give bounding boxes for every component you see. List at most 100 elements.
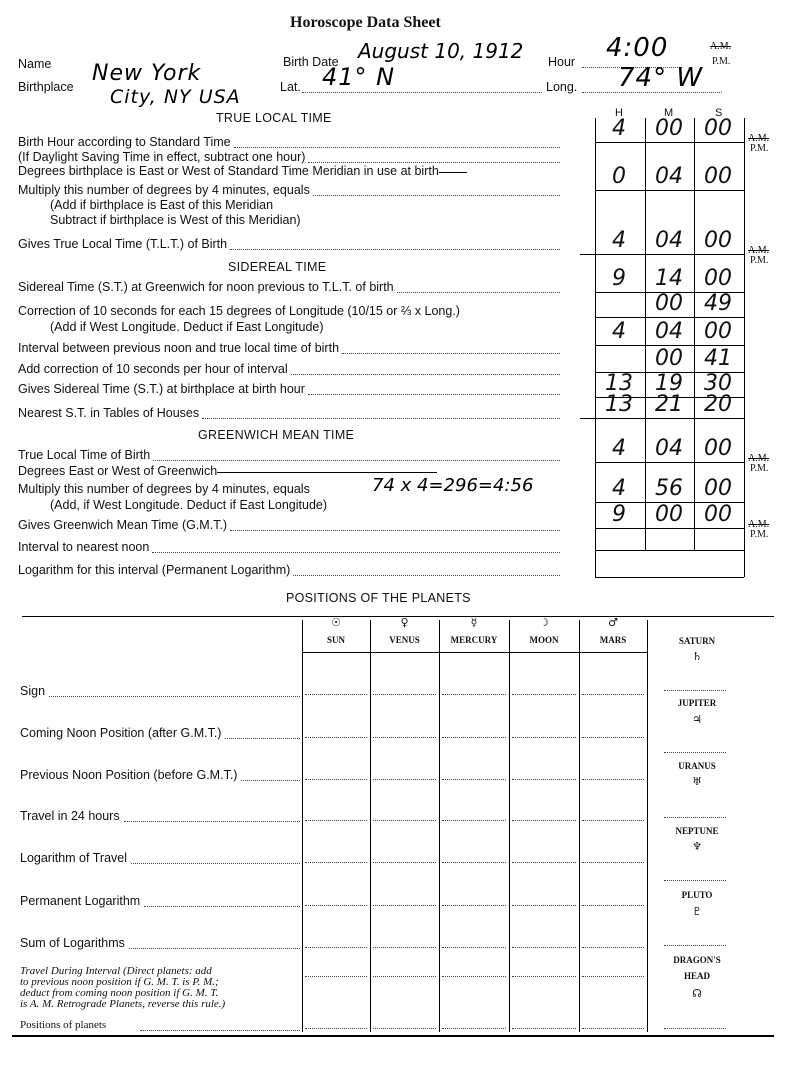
grid-cell-s[interactable]: 00 [704, 228, 732, 253]
grid-cell-m[interactable]: 04 [655, 228, 683, 253]
grid-cell-s[interactable]: 00 [704, 266, 732, 291]
planet-cell-entry[interactable] [305, 976, 367, 977]
grid-row-line [595, 502, 744, 503]
planet-cell-entry[interactable] [305, 779, 367, 780]
planet-cell-entry[interactable] [442, 862, 506, 863]
grid-cell-m[interactable]: 04 [655, 436, 683, 461]
grid-cell-h[interactable]: 4 [612, 436, 626, 461]
planet-cell-entry[interactable] [305, 905, 367, 906]
side-planet-entry[interactable] [664, 752, 726, 753]
grid-cell-s[interactable]: 00 [704, 502, 732, 527]
grid-cell-h[interactable]: 9 [612, 502, 626, 527]
planet-cell-entry[interactable] [442, 1028, 506, 1029]
planet-cell-entry[interactable] [373, 976, 436, 977]
planet-cell-entry[interactable] [582, 976, 644, 977]
grid-cell-s[interactable]: 00 [704, 319, 732, 344]
calc-line-label: Correction of 10 seconds for each 15 deg… [18, 304, 460, 318]
grid-cell-m[interactable]: 00 [655, 502, 683, 527]
planet-cell-entry[interactable] [305, 862, 367, 863]
grid-cell-m[interactable]: 14 [655, 266, 683, 291]
planet-cell-entry[interactable] [442, 779, 506, 780]
grid-cell-s[interactable]: 00 [704, 476, 732, 501]
grid-cell-m[interactable]: 19 [655, 371, 683, 396]
grid-cell-h[interactable]: 4 [612, 476, 626, 501]
planet-cell-entry[interactable] [582, 694, 644, 695]
planet-cell-entry[interactable] [305, 820, 367, 821]
grid-cell-m[interactable]: 04 [655, 319, 683, 344]
planet-cell-entry[interactable] [305, 1028, 367, 1029]
planet-cell-entry[interactable] [512, 947, 576, 948]
side-planet-entry[interactable] [664, 880, 726, 881]
side-planet-entry[interactable] [664, 817, 726, 818]
planet-cell-entry[interactable] [512, 905, 576, 906]
leader-dots [308, 162, 560, 163]
grid-cell-h[interactable]: 4 [612, 116, 626, 141]
planet-row-label: Coming Noon Position (after G.M.T.) [20, 726, 222, 740]
grid-cell-h[interactable]: 4 [612, 228, 626, 253]
planet-cell-entry[interactable] [373, 779, 436, 780]
grid-row-line [595, 397, 744, 398]
planet-cell-entry[interactable] [442, 905, 506, 906]
grid-cell-s[interactable]: 00 [704, 164, 732, 189]
planet-cell-entry[interactable] [582, 947, 644, 948]
grid-cell-m[interactable]: 21 [655, 392, 683, 417]
grid-cell-s[interactable]: 00 [704, 116, 732, 141]
grid-cell-h[interactable]: 0 [612, 164, 626, 189]
grid-cell-s[interactable]: 20 [704, 392, 732, 417]
planet-cell-entry[interactable] [582, 737, 644, 738]
planet-cell-entry[interactable] [512, 737, 576, 738]
planet-cell-entry[interactable] [582, 820, 644, 821]
side-planet-entry[interactable] [664, 1028, 726, 1029]
planet-cell-entry[interactable] [305, 737, 367, 738]
lat-value[interactable]: 41° N [322, 63, 396, 91]
grid-cell-m[interactable]: 00 [655, 346, 683, 371]
grid-cell-m[interactable]: 56 [655, 476, 683, 501]
planet-cell-entry[interactable] [582, 862, 644, 863]
planet-cell-entry[interactable] [582, 1028, 644, 1029]
grid-cell-m[interactable]: 04 [655, 164, 683, 189]
planet-cell-entry[interactable] [373, 820, 436, 821]
grid-cell-m[interactable]: 00 [655, 291, 683, 316]
am-marker: A.M. [748, 133, 770, 144]
planet-cell-entry[interactable] [442, 694, 506, 695]
grid-cell-s[interactable]: 30 [704, 371, 732, 396]
grid-cell-h[interactable]: 4 [612, 319, 626, 344]
planet-cell-entry[interactable] [512, 779, 576, 780]
grid-cell-s[interactable]: 00 [704, 436, 732, 461]
planet-cell-entry[interactable] [373, 1028, 436, 1029]
birth-date-value[interactable]: August 10, 1912 [358, 39, 524, 63]
planet-cell-entry[interactable] [373, 737, 436, 738]
planet-cell-entry[interactable] [442, 737, 506, 738]
planet-cell-entry[interactable] [442, 820, 506, 821]
planet-column-venus: VENUS [389, 635, 420, 645]
hour-value[interactable]: 4:00 [606, 33, 669, 63]
planet-cell-entry[interactable] [512, 820, 576, 821]
planet-symbol-icon: ♀ [400, 616, 409, 629]
birthplace-value-line1[interactable]: New York [92, 61, 202, 86]
planet-cell-entry[interactable] [305, 947, 367, 948]
planet-cell-entry[interactable] [512, 862, 576, 863]
planet-cell-entry[interactable] [305, 694, 367, 695]
planet-cell-entry[interactable] [582, 905, 644, 906]
birthplace-value-line2[interactable]: City, NY USA [110, 86, 241, 108]
grid-cell-h[interactable]: 13 [605, 371, 633, 396]
planet-cell-entry[interactable] [512, 976, 576, 977]
planet-cell-entry[interactable] [582, 779, 644, 780]
planet-row-label: Previous Noon Position (before G.M.T.) [20, 768, 238, 782]
long-value[interactable]: 74° W [618, 63, 704, 93]
planet-cell-entry[interactable] [373, 862, 436, 863]
grid-cell-m[interactable]: 00 [655, 116, 683, 141]
side-planet-entry[interactable] [664, 945, 726, 946]
planet-cell-entry[interactable] [512, 1028, 576, 1029]
grid-cell-s[interactable]: 49 [704, 291, 732, 316]
grid-cell-s[interactable]: 41 [704, 346, 732, 371]
planet-cell-entry[interactable] [442, 976, 506, 977]
planet-cell-entry[interactable] [512, 694, 576, 695]
planet-cell-entry[interactable] [373, 947, 436, 948]
side-planet-entry[interactable] [664, 690, 726, 691]
planet-cell-entry[interactable] [373, 905, 436, 906]
grid-cell-h[interactable]: 13 [605, 392, 633, 417]
planet-cell-entry[interactable] [442, 947, 506, 948]
grid-cell-h[interactable]: 9 [612, 266, 626, 291]
planet-cell-entry[interactable] [373, 694, 436, 695]
